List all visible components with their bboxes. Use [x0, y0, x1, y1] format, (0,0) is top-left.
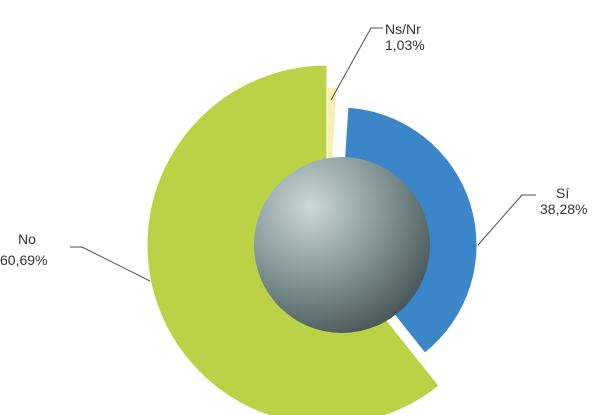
center-hub — [254, 157, 430, 333]
leader-line-si — [477, 194, 536, 246]
label-value-no: 60,69% — [0, 252, 47, 268]
label-name-si: Sí — [556, 185, 569, 201]
label-value-ns-nr: 1,03% — [385, 37, 425, 53]
label-value-si: 38,28% — [540, 201, 587, 217]
label-name-no: No — [18, 231, 36, 247]
leader-line-no — [70, 246, 151, 282]
leader-line-ns-nr — [330, 27, 383, 101]
label-name-ns-nr: Ns/Nr — [385, 21, 421, 37]
